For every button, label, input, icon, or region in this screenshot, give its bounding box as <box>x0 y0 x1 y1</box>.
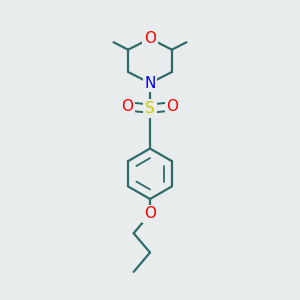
Text: O: O <box>144 206 156 221</box>
Text: O: O <box>144 31 156 46</box>
Text: O: O <box>167 99 178 114</box>
Text: S: S <box>145 101 155 116</box>
Text: N: N <box>144 76 156 91</box>
Text: O: O <box>122 99 134 114</box>
